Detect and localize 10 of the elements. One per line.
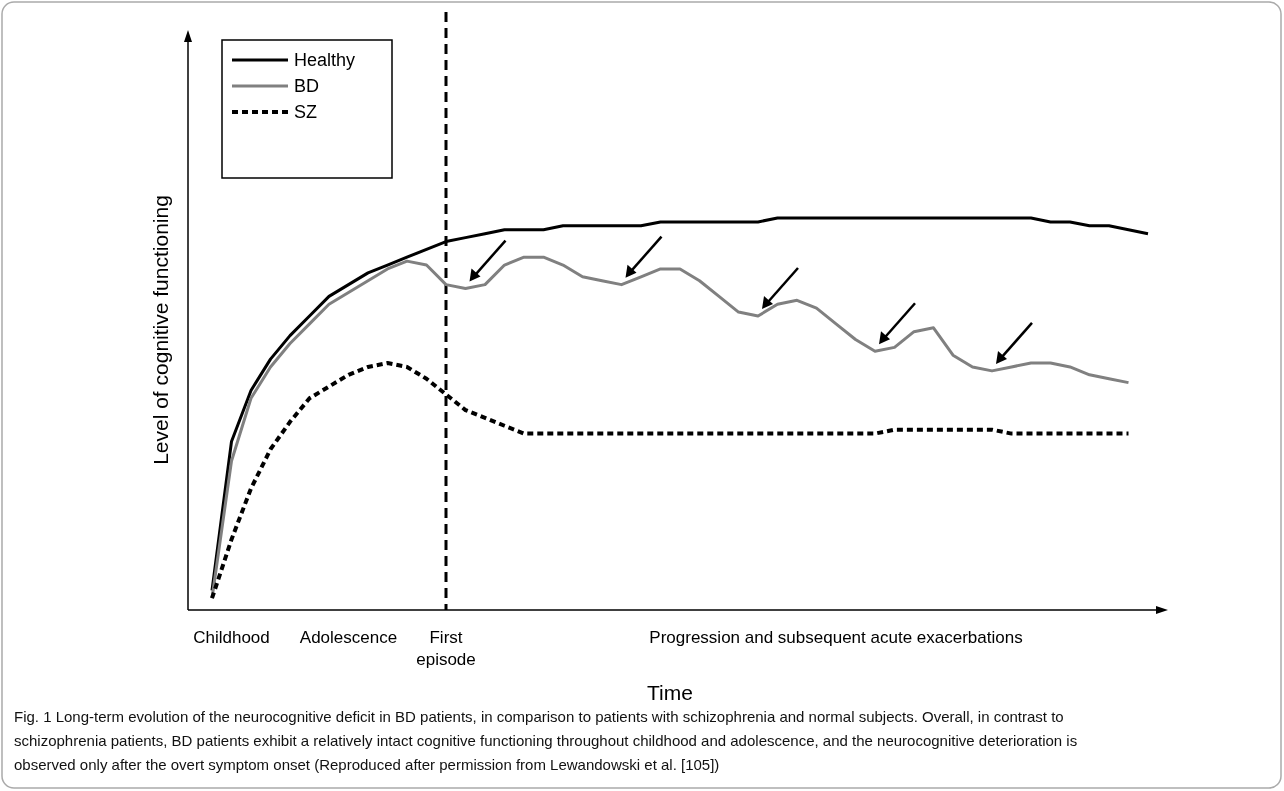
legend-label: Healthy <box>294 50 356 70</box>
x-tick-label: Childhood <box>193 628 270 647</box>
x-axis-title: Time <box>647 681 693 704</box>
legend-label: SZ <box>294 102 318 122</box>
x-tick-label: Progression and subsequent acute exacerbations <box>649 628 1023 647</box>
x-tick-label: Adolescence <box>299 628 398 647</box>
y-axis-title: Level of cognitive functioning <box>149 195 172 465</box>
x-tick-label: First episode <box>416 628 476 669</box>
legend-label: BD <box>294 76 320 96</box>
caption: Fig. 1 Long-term evolution of the neurocognitive deficit in BD patients, in comparison to patients with schizophrenia and normal subjects. Overall, in contrast to schizophrenia patients, BD patients exhibit a relatively intact cognitive functioning throughout childhood and adolescence, and the neurocognitive deterioration is observed only after the overt symptom onset (Reproduced after permission from Lewandowski et al. [105]) <box>14 708 1078 773</box>
